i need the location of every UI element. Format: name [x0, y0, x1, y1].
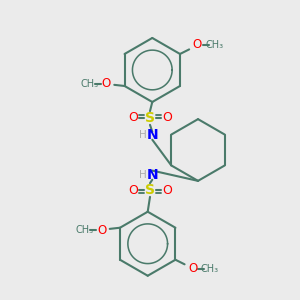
Text: CH₃: CH₃ — [76, 225, 94, 235]
Text: CH₃: CH₃ — [201, 264, 219, 274]
Text: H: H — [139, 170, 147, 180]
Text: S: S — [145, 183, 155, 197]
Text: CH₃: CH₃ — [80, 79, 98, 89]
Text: O: O — [193, 38, 202, 51]
Text: O: O — [162, 184, 172, 196]
Text: O: O — [128, 184, 138, 196]
Text: O: O — [188, 262, 197, 275]
Text: N: N — [146, 168, 158, 182]
Text: O: O — [97, 224, 106, 236]
Text: S: S — [145, 111, 155, 125]
Text: O: O — [128, 112, 138, 124]
Text: N: N — [146, 128, 158, 142]
Text: O: O — [162, 112, 172, 124]
Text: H: H — [139, 130, 147, 140]
Text: O: O — [102, 77, 111, 90]
Text: CH₃: CH₃ — [205, 40, 224, 50]
